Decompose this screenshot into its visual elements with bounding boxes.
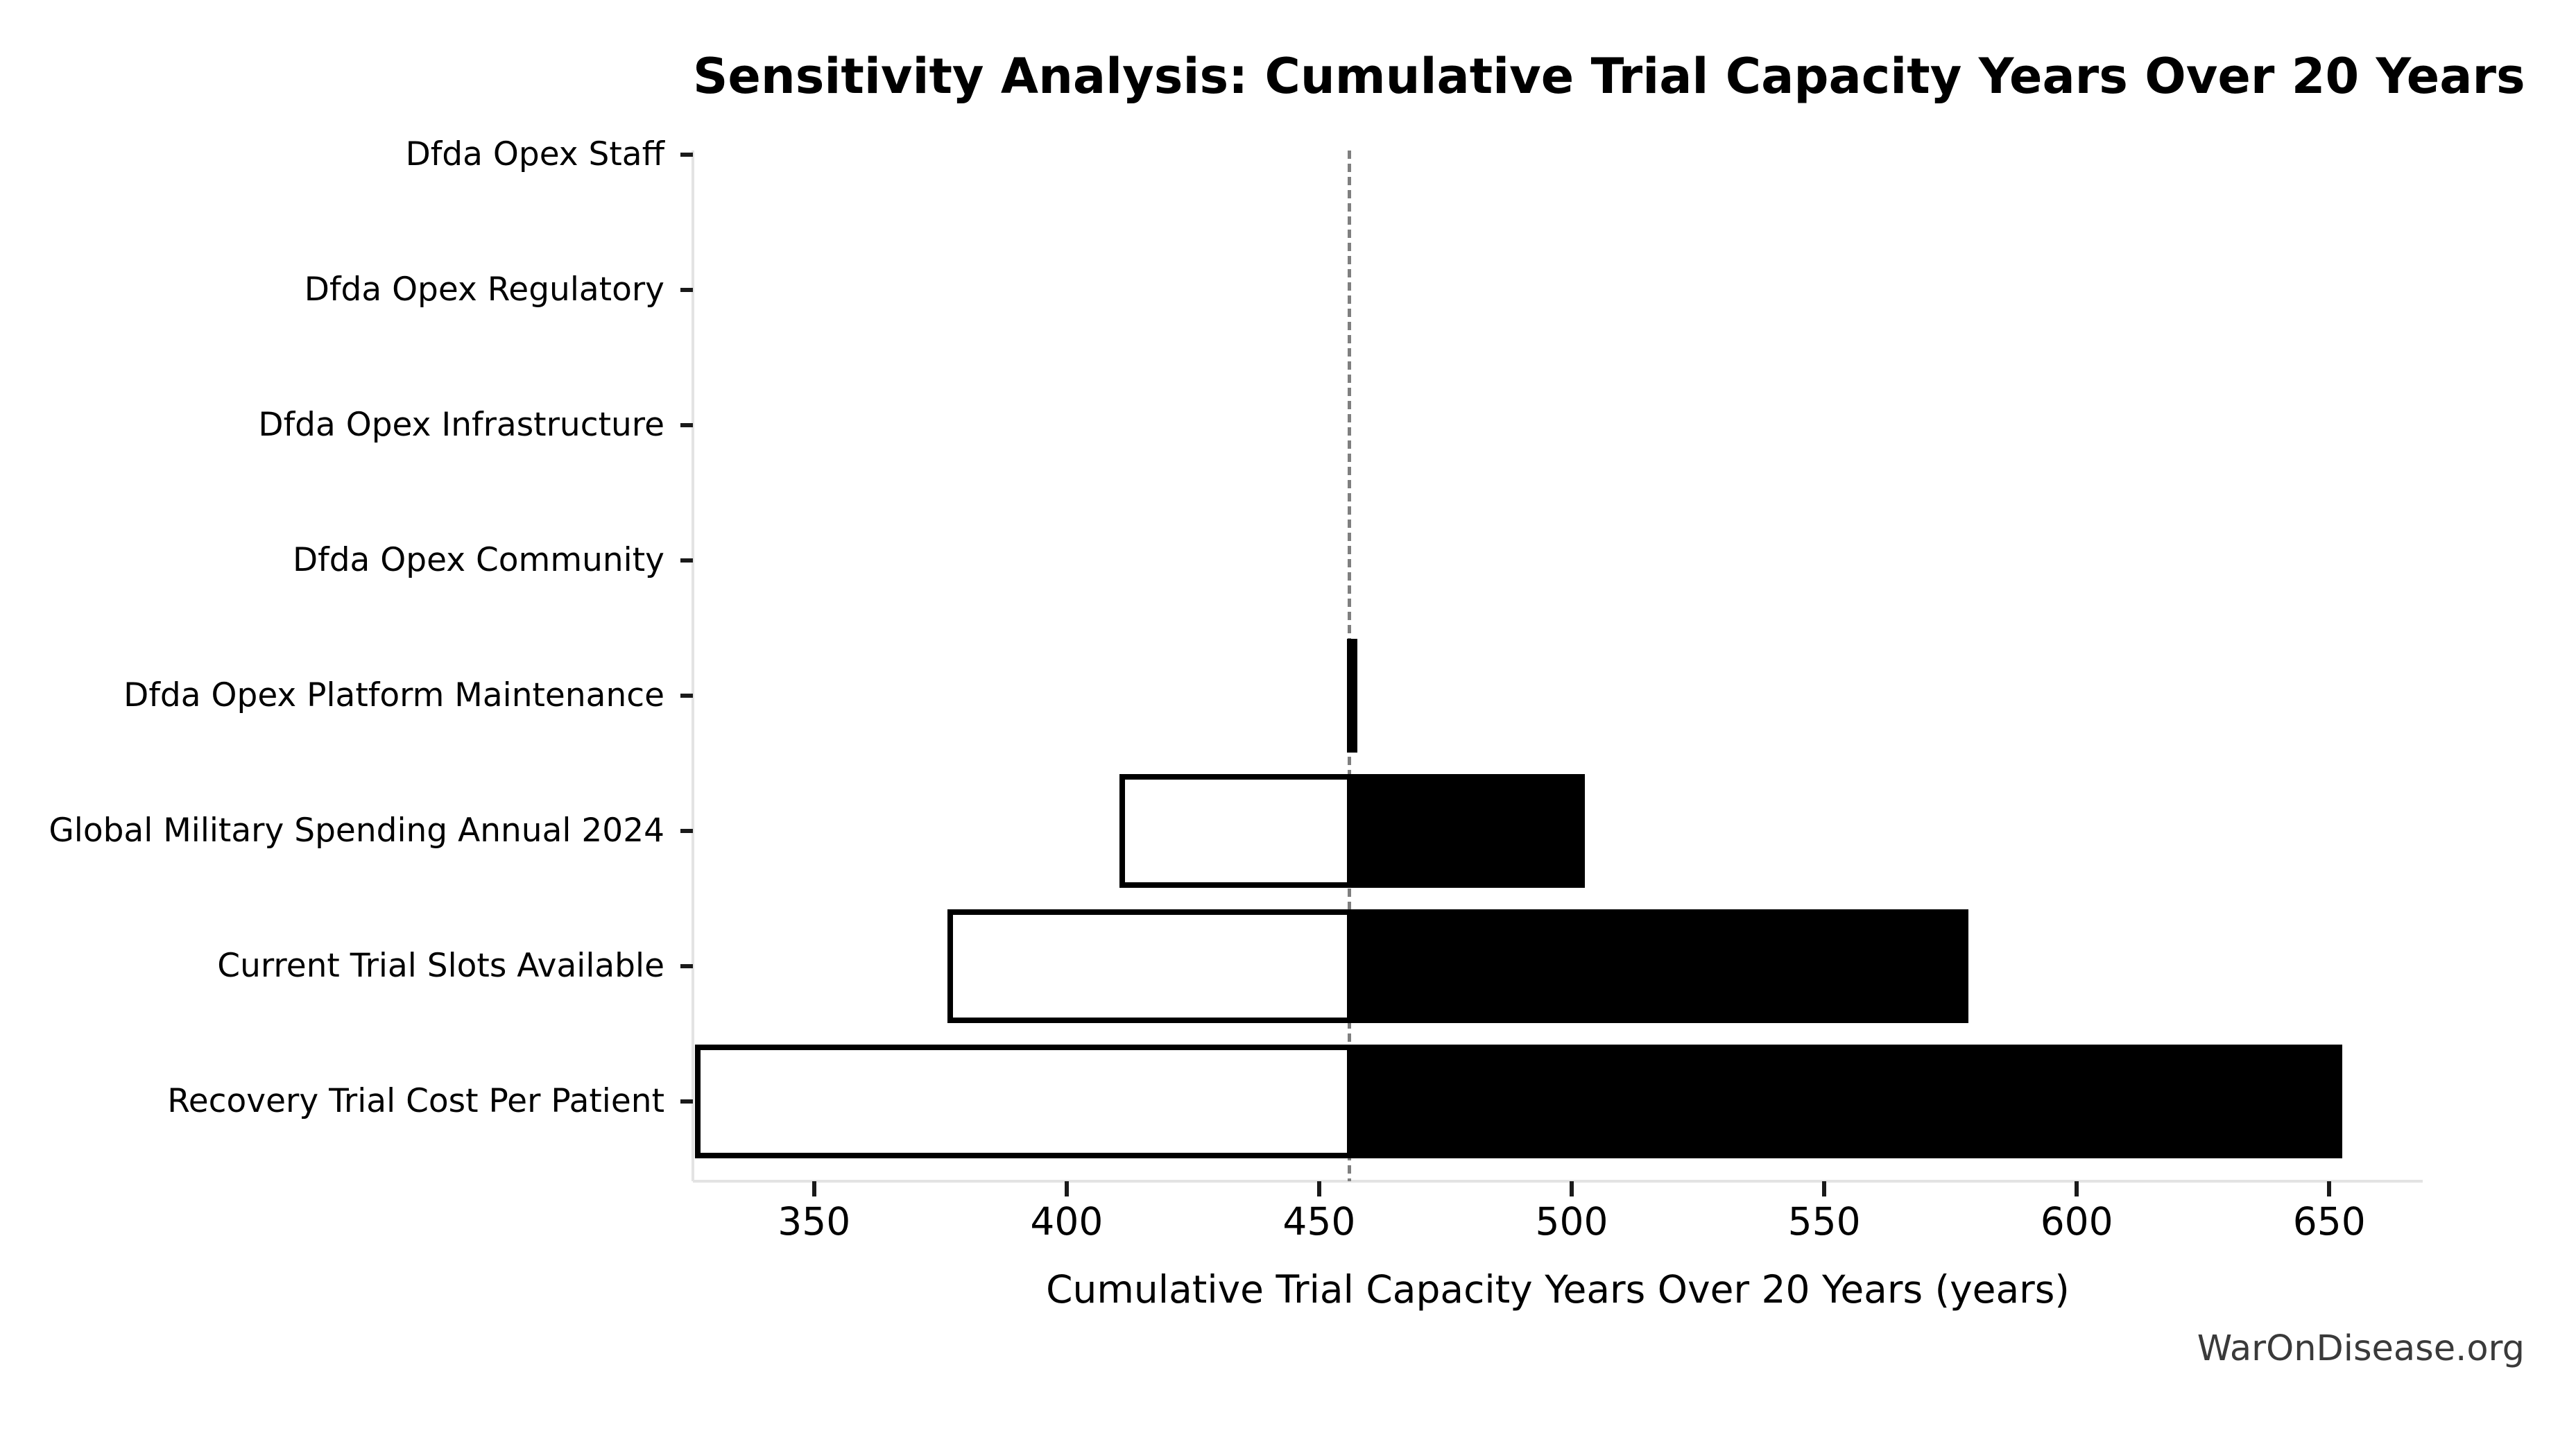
bar-low-7	[695, 1045, 1353, 1158]
y-tick	[680, 964, 693, 968]
bar-high-7	[1346, 1045, 2342, 1158]
x-tick-label: 650	[2292, 1199, 2366, 1244]
x-tick	[2327, 1181, 2332, 1196]
y-tick-label: Dfda Opex Platform Maintenance	[123, 676, 664, 714]
x-tick-label: 550	[1787, 1199, 1861, 1244]
bar-high-6	[1346, 909, 1968, 1023]
chart-title: Sensitivity Analysis: Cumulative Trial C…	[693, 48, 2525, 105]
y-tick-label: Current Trial Slots Available	[217, 947, 664, 985]
x-tick-label: 450	[1282, 1199, 1356, 1244]
x-tick-label: 350	[778, 1199, 851, 1244]
bar-high-5	[1346, 774, 1585, 888]
x-axis-spine	[693, 1180, 2423, 1183]
x-tick	[2075, 1181, 2079, 1196]
x-tick	[812, 1181, 816, 1196]
y-tick	[680, 694, 693, 698]
bar-high-4	[1346, 639, 1357, 753]
x-axis-label: Cumulative Trial Capacity Years Over 20 …	[1046, 1267, 2070, 1312]
y-tick	[680, 153, 693, 157]
y-tick	[680, 288, 693, 292]
y-tick	[680, 423, 693, 427]
y-tick-label: Recovery Trial Cost Per Patient	[167, 1082, 664, 1120]
x-tick-label: 500	[1535, 1199, 1608, 1244]
bar-low-5	[1119, 774, 1353, 888]
y-tick-label: Dfda Opex Infrastructure	[258, 406, 664, 444]
x-tick-label: 600	[2040, 1199, 2113, 1244]
y-tick	[680, 558, 693, 563]
y-axis-spine	[692, 151, 694, 1181]
watermark: WarOnDisease.org	[2197, 1328, 2525, 1369]
bar-low-6	[947, 909, 1353, 1023]
x-tick	[1316, 1181, 1321, 1196]
y-tick-label: Global Military Spending Annual 2024	[49, 812, 664, 850]
x-tick	[1570, 1181, 1574, 1196]
y-tick	[680, 829, 693, 833]
x-tick	[1064, 1181, 1069, 1196]
x-tick	[1822, 1181, 1827, 1196]
x-tick-label: 400	[1030, 1199, 1104, 1244]
y-tick	[680, 1099, 693, 1104]
y-tick-label: Dfda Opex Community	[292, 541, 664, 579]
y-tick-label: Dfda Opex Regulatory	[304, 271, 664, 309]
y-tick-label: Dfda Opex Staff	[405, 135, 664, 173]
